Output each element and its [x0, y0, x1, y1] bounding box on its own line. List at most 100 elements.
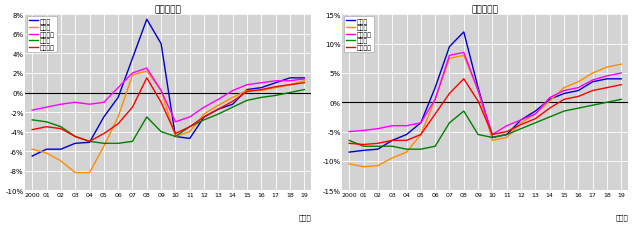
地方圈 — [389, 145, 396, 148]
全国平均 — [417, 134, 425, 136]
大阪圈 — [129, 74, 136, 77]
地方圈 — [560, 110, 568, 113]
大阪圈 — [618, 63, 625, 66]
東京圈 — [603, 78, 611, 81]
名古屋圈 — [172, 121, 179, 124]
全国平均 — [243, 91, 251, 93]
地方圈 — [143, 116, 151, 119]
地方圈 — [489, 137, 496, 139]
全国平均 — [546, 107, 553, 110]
名古屋圈 — [286, 80, 294, 83]
地方圈 — [72, 135, 79, 138]
名古屋圈 — [531, 113, 539, 116]
名古屋圈 — [186, 116, 193, 119]
大阪圈 — [389, 157, 396, 160]
名古屋圈 — [100, 101, 108, 104]
全国平均 — [359, 144, 367, 146]
名古屋圈 — [214, 99, 222, 101]
名古屋圈 — [546, 97, 553, 99]
Line: 大阪圈: 大阪圈 — [32, 72, 304, 173]
大阪圈 — [359, 166, 367, 168]
全国平均 — [474, 100, 482, 103]
全国平均 — [560, 99, 568, 101]
東京圈 — [359, 149, 367, 152]
東京圈 — [243, 89, 251, 92]
大阪圈 — [403, 151, 410, 154]
全国平均 — [72, 135, 79, 138]
大阪圈 — [57, 160, 65, 162]
名古屋圈 — [346, 131, 353, 133]
地方圈 — [589, 104, 597, 107]
大阪圈 — [172, 135, 179, 138]
地方圈 — [446, 122, 453, 125]
東京圈 — [574, 90, 582, 92]
東京圈 — [129, 58, 136, 60]
名古屋圈 — [403, 125, 410, 128]
大阪圈 — [574, 81, 582, 84]
全国平均 — [100, 133, 108, 135]
全国平均 — [603, 87, 611, 90]
地方圈 — [603, 101, 611, 104]
東京圈 — [389, 140, 396, 142]
地方圈 — [29, 119, 36, 122]
Text: （年）: （年） — [616, 213, 628, 220]
大阪圈 — [346, 163, 353, 165]
東京圈 — [301, 77, 308, 80]
全国平均 — [229, 101, 236, 103]
地方圈 — [417, 148, 425, 151]
大阪圈 — [517, 122, 525, 125]
名古屋圈 — [143, 68, 151, 70]
大阪圈 — [243, 90, 251, 92]
Line: 大阪圈: 大阪圈 — [349, 56, 621, 167]
東京圈 — [29, 155, 36, 158]
名古屋圈 — [29, 109, 36, 112]
地方圈 — [374, 145, 382, 148]
東京圈 — [143, 19, 151, 21]
地方圈 — [186, 126, 193, 128]
地方圈 — [531, 122, 539, 125]
大阪圈 — [286, 84, 294, 87]
地方圈 — [359, 145, 367, 148]
全国平均 — [374, 142, 382, 145]
大阪圈 — [503, 137, 510, 139]
Line: 地方圈: 地方圈 — [32, 90, 304, 144]
地方圈 — [272, 95, 280, 97]
東京圈 — [431, 87, 439, 90]
Legend: 東京圈, 大阪圈, 名古屋圈, 地方圈, 全国平均: 東京圈, 大阪圈, 名古屋圈, 地方圈, 全国平均 — [27, 17, 57, 52]
全国平均 — [143, 77, 151, 80]
大阪圈 — [431, 99, 439, 101]
名古屋圈 — [272, 80, 280, 83]
名古屋圈 — [489, 134, 496, 136]
全国平均 — [531, 118, 539, 121]
東京圈 — [546, 99, 553, 101]
東京圈 — [214, 108, 222, 111]
名古屋圈 — [86, 104, 93, 106]
地方圈 — [172, 135, 179, 138]
大阪圈 — [186, 131, 193, 133]
全国平均 — [57, 128, 65, 130]
東京圈 — [229, 104, 236, 106]
東京圈 — [157, 43, 165, 46]
地方圈 — [517, 128, 525, 130]
名古屋圈 — [460, 52, 468, 54]
東京圈 — [114, 97, 122, 99]
名古屋圈 — [359, 129, 367, 132]
名古屋圈 — [243, 84, 251, 87]
全国平均 — [29, 129, 36, 131]
名古屋圈 — [389, 125, 396, 128]
全国平均 — [489, 134, 496, 136]
大阪圈 — [257, 90, 265, 92]
名古屋圈 — [618, 72, 625, 75]
地方圈 — [346, 140, 353, 142]
全国平均 — [389, 140, 396, 142]
Line: 名古屋圈: 名古屋圈 — [32, 69, 304, 122]
全国平均 — [589, 90, 597, 92]
大阪圈 — [272, 87, 280, 90]
東京圈 — [72, 142, 79, 145]
大阪圈 — [374, 164, 382, 167]
地方圈 — [546, 116, 553, 119]
Line: 全国平均: 全国平均 — [349, 79, 621, 145]
全国平均 — [172, 133, 179, 135]
大阪圈 — [157, 90, 165, 92]
地方圈 — [157, 131, 165, 133]
